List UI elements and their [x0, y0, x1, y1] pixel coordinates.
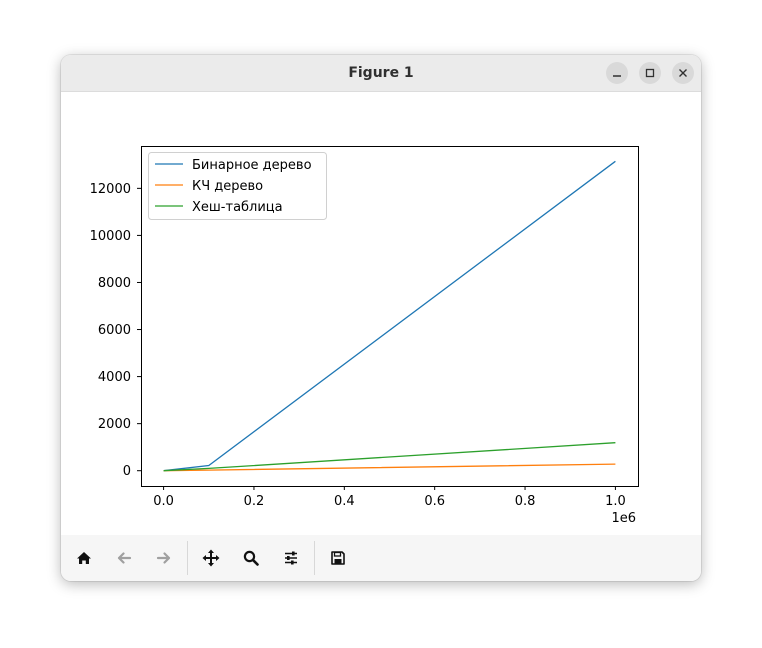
x-tick-label: 0.2 — [244, 494, 265, 509]
pan-button[interactable] — [193, 540, 229, 576]
y-tick-label: 4000 — [98, 370, 131, 385]
title-bar[interactable]: Figure 1 — [61, 55, 701, 92]
home-icon — [77, 552, 91, 564]
x-tick-label: 0.4 — [334, 494, 355, 509]
y-tick-label: 10000 — [90, 229, 131, 244]
x-tick-label: 0.6 — [424, 494, 445, 509]
minimize-icon — [613, 75, 621, 77]
save-icon — [331, 551, 345, 565]
close-button[interactable] — [672, 62, 694, 84]
x-tick-label: 0.0 — [153, 494, 174, 509]
series-line-1 — [163, 160, 616, 472]
maximize-button[interactable] — [639, 62, 661, 84]
zoom-icon — [243, 550, 259, 566]
minimize-button[interactable] — [606, 62, 628, 84]
y-tick-label: 8000 — [98, 276, 131, 291]
forward-button[interactable] — [146, 540, 182, 576]
legend-box — [148, 152, 327, 220]
legend: Бинарное дерево КЧ дерево Хеш-таблица — [148, 152, 327, 220]
line-chart[interactable]: 0.0 0.2 0.4 0.6 0.8 1.0 0 2000 4000 6000 8000 10000… — [61, 92, 701, 535]
maximize-icon — [645, 68, 655, 78]
y-tick-label: 6000 — [98, 323, 131, 338]
series-line-3 — [163, 442, 616, 472]
close-icon — [679, 69, 687, 77]
axes-frame — [141, 146, 639, 487]
y-tick-label: 12000 — [90, 182, 131, 197]
window-title: Figure 1 — [348, 65, 414, 81]
x-offset-label: 1e6 — [611, 511, 636, 526]
configure-subplots-icon — [285, 551, 297, 565]
forward-icon — [156, 552, 171, 564]
toolbar-separator — [187, 541, 188, 575]
figure-window: Figure 1 0.0 0.2 0.4 0.6 0.8 1.0 0 2000 4000 6000… — [61, 55, 701, 581]
x-tick-label: 1.0 — [605, 494, 626, 509]
y-tick-label: 0 — [123, 464, 131, 479]
configure-subplots-button[interactable] — [273, 540, 309, 576]
back-button[interactable] — [106, 540, 142, 576]
legend-label: КЧ дерево — [192, 179, 263, 194]
home-button[interactable] — [66, 540, 102, 576]
x-tick-label: 0.8 — [515, 494, 536, 509]
back-icon — [117, 552, 132, 564]
save-button[interactable] — [320, 540, 356, 576]
toolbar-separator — [314, 541, 315, 575]
zoom-button[interactable] — [233, 540, 269, 576]
legend-label: Хеш-таблица — [192, 200, 283, 215]
pan-icon — [202, 549, 220, 567]
y-tick-label: 2000 — [98, 417, 131, 432]
figure-canvas[interactable]: 0.0 0.2 0.4 0.6 0.8 1.0 0 2000 4000 6000 8000 10000… — [61, 92, 701, 535]
legend-label: Бинарное дерево — [192, 158, 312, 173]
navigation-toolbar — [61, 535, 701, 581]
